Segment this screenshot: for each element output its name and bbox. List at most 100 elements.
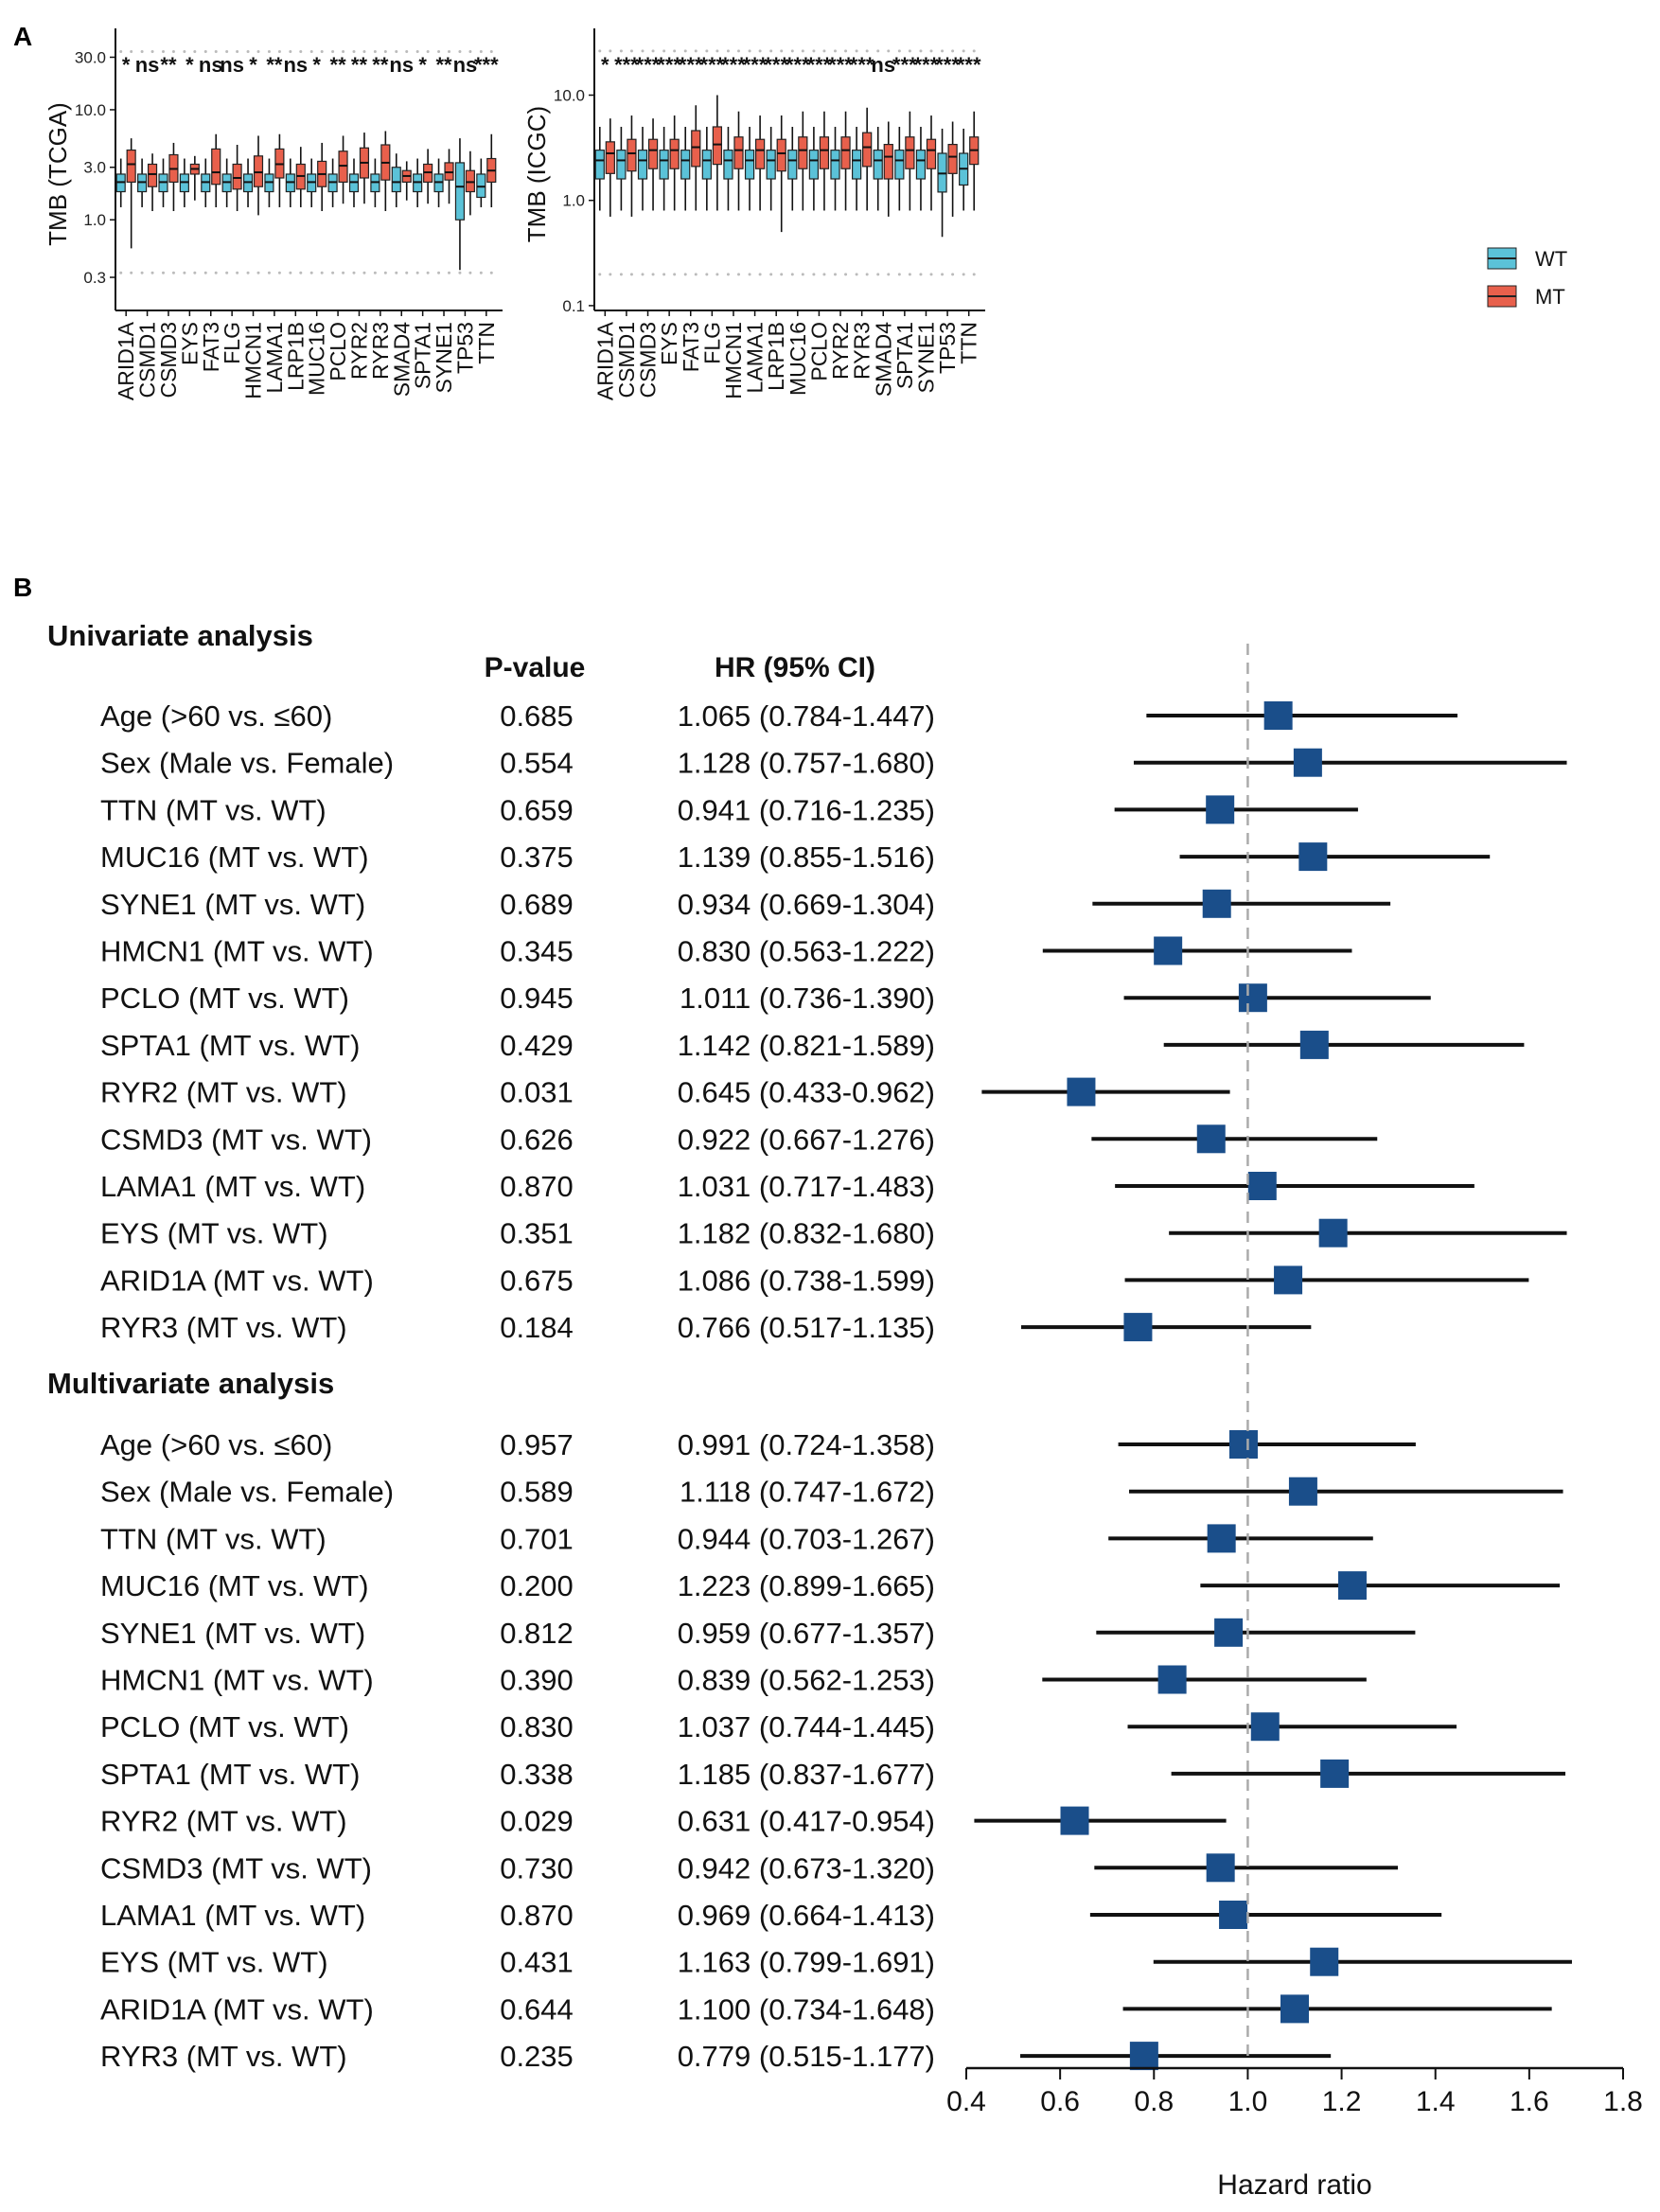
box-mt xyxy=(840,136,851,169)
hr-square xyxy=(1318,1218,1348,1248)
box-mt xyxy=(947,144,958,174)
outlier-point xyxy=(726,49,730,53)
row-hr-text: 1.139 (0.855-1.516) xyxy=(678,841,935,874)
row-label: CSMD3 (MT vs. WT) xyxy=(100,1123,372,1156)
significance-label: * xyxy=(418,53,427,77)
hr-square xyxy=(1337,1571,1367,1601)
row-hr-text: 0.969 (0.664-1.413) xyxy=(678,1899,935,1932)
outlier-point xyxy=(161,271,165,274)
box-wt xyxy=(808,150,820,180)
row-pvalue: 0.031 xyxy=(500,1076,574,1109)
row-pvalue: 0.685 xyxy=(500,699,574,733)
outlier-point xyxy=(236,50,239,54)
outlier-point xyxy=(140,271,144,274)
hr-square xyxy=(1196,1124,1226,1154)
outlier-point xyxy=(246,271,250,274)
significance-label: *** xyxy=(636,53,661,77)
outlier-point xyxy=(790,273,794,276)
x-tick-label: 1.2 xyxy=(1322,2086,1362,2117)
row-pvalue: 0.390 xyxy=(500,1664,574,1697)
significance-label: ns xyxy=(199,53,223,77)
outlier-point xyxy=(972,273,976,276)
row-pvalue: 0.730 xyxy=(500,1851,574,1885)
x-tick-label: CSMD3 xyxy=(156,322,181,398)
outlier-point xyxy=(822,273,826,276)
outlier-point xyxy=(865,273,869,276)
box-mt xyxy=(605,141,615,174)
outlier-point xyxy=(801,49,804,53)
row-pvalue: 0.429 xyxy=(500,1029,574,1062)
significance-label: *** xyxy=(850,53,874,77)
significance-label: ns xyxy=(135,53,160,77)
outlier-point xyxy=(468,50,472,54)
box-wt xyxy=(680,150,691,180)
row-label: RYR3 (MT vs. WT) xyxy=(100,2040,347,2073)
outlier-point xyxy=(694,273,698,276)
outlier-point xyxy=(929,49,933,53)
x-tick-label: FAT3 xyxy=(679,322,703,372)
row-label: Sex (Male vs. Female) xyxy=(100,747,394,780)
outlier-point xyxy=(320,271,324,274)
outlier-point xyxy=(683,49,687,53)
row-hr-text: 0.830 (0.563-1.222) xyxy=(678,935,935,968)
outlier-point xyxy=(468,271,472,274)
hr-square xyxy=(1123,1313,1153,1342)
outlier-point xyxy=(183,271,186,274)
box-mt xyxy=(712,126,723,166)
row-label: RYR2 (MT vs. WT) xyxy=(100,1076,347,1109)
x-tick-label: ARID1A xyxy=(114,321,138,400)
y-tick-label: 10.0 xyxy=(554,87,585,105)
outlier-point xyxy=(373,50,377,54)
y-tick-label: 0.1 xyxy=(562,297,585,315)
outlier-point xyxy=(941,49,945,53)
outlier-point xyxy=(383,50,387,54)
x-tick-label: RYR3 xyxy=(368,322,393,380)
y-tick-label: 10.0 xyxy=(75,101,106,119)
outlier-point xyxy=(876,273,880,276)
y-tick-label: 1.0 xyxy=(562,192,585,210)
outlier-point xyxy=(140,50,144,54)
x-tick-label: EYS xyxy=(177,322,202,365)
outlier-point xyxy=(951,273,955,276)
outlier-point xyxy=(214,50,218,54)
outlier-point xyxy=(225,271,229,274)
outlier-point xyxy=(609,273,612,276)
row-label: HMCN1 (MT vs. WT) xyxy=(100,1664,374,1697)
legend-mt-label: MT xyxy=(1535,285,1565,309)
hr-square xyxy=(1320,1759,1350,1788)
outlier-point xyxy=(479,50,483,54)
outlier-point xyxy=(426,50,430,54)
outlier-point xyxy=(726,273,730,276)
outlier-point xyxy=(651,273,655,276)
outlier-point xyxy=(299,271,303,274)
outlier-point xyxy=(919,273,923,276)
outlier-point xyxy=(289,50,292,54)
outlier-point xyxy=(694,49,698,53)
outlier-point xyxy=(629,273,633,276)
hr-square xyxy=(1214,1618,1244,1647)
box-mt xyxy=(754,138,766,169)
outlier-point xyxy=(437,50,441,54)
outlier-point xyxy=(193,50,197,54)
outlier-point xyxy=(130,271,133,274)
row-label: PCLO (MT vs. WT) xyxy=(100,1710,349,1743)
outlier-point xyxy=(748,273,751,276)
x-tick-label: 1.6 xyxy=(1510,2086,1549,2117)
outlier-point xyxy=(256,271,260,274)
outlier-point xyxy=(876,49,880,53)
row-hr-text: 1.185 (0.837-1.677) xyxy=(678,1758,935,1791)
outlier-point xyxy=(331,271,335,274)
hr-square xyxy=(1263,701,1293,730)
row-pvalue: 0.812 xyxy=(500,1617,574,1650)
outlier-point xyxy=(150,271,154,274)
outlier-point xyxy=(437,271,441,274)
y-axis-title: TMB (TCGA) xyxy=(44,102,72,246)
outlier-point xyxy=(972,49,976,53)
outlier-point xyxy=(715,49,719,53)
row-hr-text: 0.839 (0.562-1.253) xyxy=(678,1664,935,1697)
x-tick-label: SPTA1 xyxy=(411,322,435,389)
outlier-point xyxy=(362,271,366,274)
row-label: ARID1A (MT vs. WT) xyxy=(100,1264,374,1297)
hr-square xyxy=(1247,1172,1277,1200)
